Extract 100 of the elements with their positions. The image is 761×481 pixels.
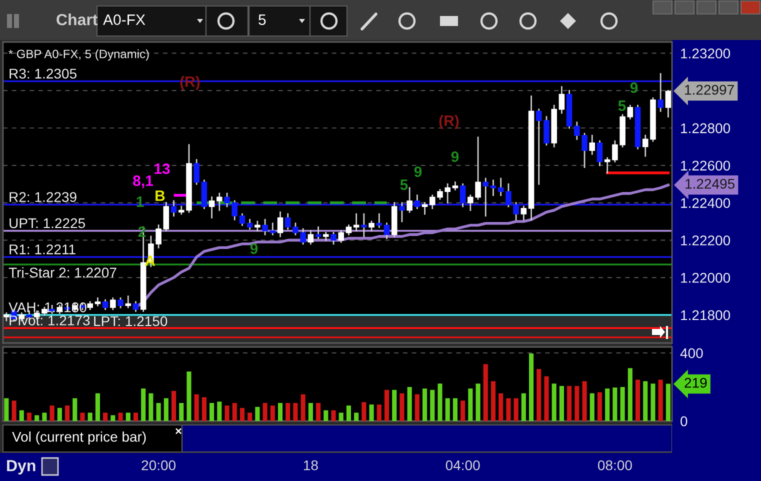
bar <box>346 406 351 421</box>
bar <box>156 402 161 421</box>
annotation: 9 <box>414 166 422 178</box>
candlestick <box>262 218 268 236</box>
bar <box>483 364 488 421</box>
bar <box>400 393 404 421</box>
bar <box>574 386 580 421</box>
bar <box>148 393 154 421</box>
bar <box>262 402 268 421</box>
bar <box>179 402 184 421</box>
candlestick <box>118 297 124 308</box>
candlestick <box>422 202 428 215</box>
bar <box>224 406 230 421</box>
bar <box>12 400 16 421</box>
bar <box>50 406 54 421</box>
candlestick <box>132 301 139 312</box>
bar <box>88 412 92 421</box>
bar <box>422 388 428 421</box>
y-tick-label: 400 <box>680 348 703 358</box>
bar <box>324 410 328 421</box>
bar <box>620 386 625 421</box>
bar <box>407 386 412 421</box>
bar <box>430 390 435 421</box>
candlestick <box>346 224 352 236</box>
candlestick <box>254 220 260 232</box>
candlestick <box>338 230 344 243</box>
bar <box>286 402 290 421</box>
bar <box>186 371 192 421</box>
chart-title: Chart <box>56 14 98 26</box>
ref-line-label: UPT: 1.2225 <box>10 218 86 228</box>
bar <box>255 406 260 421</box>
candlestick <box>239 213 246 226</box>
annotation: (R) <box>439 115 459 129</box>
bar <box>567 386 572 421</box>
candlestick <box>498 178 504 196</box>
bar <box>476 384 480 421</box>
bar <box>506 398 511 421</box>
candlestick <box>330 232 336 245</box>
annotation: 9 <box>250 243 258 254</box>
x-tick-label: 18 <box>304 460 318 470</box>
bar <box>414 394 420 421</box>
x-tick-label: 08:00 <box>598 460 632 470</box>
ref-line-label: R2: 1.2239 <box>10 192 76 202</box>
bar <box>628 368 632 421</box>
bar <box>658 380 663 421</box>
bar <box>612 387 618 421</box>
text: * GBP A0-FX, 5 (Dynamic) <box>8 49 149 61</box>
text: 219 <box>684 378 707 388</box>
bar <box>278 402 283 421</box>
bar <box>376 404 382 421</box>
bar <box>57 408 62 421</box>
bar <box>666 384 670 421</box>
annotation: 2 <box>138 226 146 237</box>
ref-line-label: R3: 1.2305 <box>10 68 76 79</box>
bar <box>118 412 123 421</box>
candlestick <box>110 297 116 310</box>
y-tick-label: 1.22800 <box>681 123 730 134</box>
candlestick <box>589 134 596 155</box>
candlestick <box>315 226 322 239</box>
y-tick-label: 1.22600 <box>681 160 730 171</box>
bar <box>460 400 466 421</box>
ref-line-label: R1: 1.2211 <box>10 244 76 254</box>
candlestick <box>270 222 276 236</box>
candlestick <box>102 299 108 310</box>
bar <box>308 402 313 421</box>
bar <box>552 384 556 421</box>
bar <box>650 384 656 421</box>
text: Vol (current price bar) <box>12 431 146 445</box>
bar <box>240 408 245 421</box>
bar <box>300 394 306 421</box>
candlestick <box>406 187 412 213</box>
candlestick <box>490 180 496 196</box>
bar <box>232 402 237 421</box>
bar <box>171 390 176 421</box>
candlestick <box>452 182 458 190</box>
data-label: 1.22495 <box>686 178 735 189</box>
bar <box>468 388 473 421</box>
annotation: 13 <box>154 163 170 174</box>
y-tick-label: 1.22200 <box>681 235 730 246</box>
bar <box>521 393 526 421</box>
candlestick <box>376 213 382 228</box>
candlestick <box>368 220 374 232</box>
bar <box>498 393 504 421</box>
bar <box>369 404 374 421</box>
text: 1.22997 <box>685 84 734 95</box>
candlestick <box>399 202 405 222</box>
bar <box>164 398 168 421</box>
bar <box>438 384 442 421</box>
bar <box>528 353 534 421</box>
candlestick <box>170 200 177 217</box>
bar <box>103 412 108 421</box>
y-tick-label: 1.21800 <box>681 310 730 320</box>
bar <box>392 390 397 421</box>
candlestick <box>665 90 672 118</box>
bar <box>490 381 496 421</box>
bar <box>95 393 100 421</box>
candlestick <box>208 196 215 218</box>
candlestick <box>384 222 390 239</box>
bar <box>270 406 275 421</box>
bar <box>194 394 199 421</box>
